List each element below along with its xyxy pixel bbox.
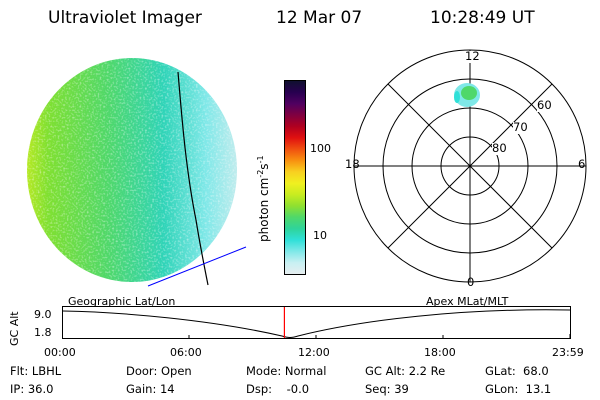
mlat-label-60: 60 [537, 98, 552, 112]
filter-readout: Flt: LBHL [10, 364, 62, 378]
timeline-y-label: GC Alt [8, 311, 21, 346]
timeline-right-title: Apex MLat/MLT [426, 295, 509, 308]
gain-readout: Gain: 14 [126, 382, 175, 396]
time-label: 10:28:49 UT [430, 8, 535, 28]
colorbar-tick-10: 10 [313, 229, 327, 242]
mlat-label-70: 70 [513, 120, 528, 134]
earth-disk-image [27, 58, 247, 287]
ip-readout: IP: 36.0 [10, 382, 54, 396]
colorbar [284, 80, 306, 275]
mlt-label-6: 6 [578, 157, 586, 171]
timeline-xtick-0600: 06:00 [170, 346, 202, 359]
date-label: 12 Mar 07 [276, 8, 363, 28]
seq-readout: Seq: 39 [365, 382, 409, 396]
colorbar-gradient [284, 80, 306, 275]
timeline-ticks [62, 334, 571, 339]
instrument-title: Ultraviolet Imager [48, 8, 202, 28]
timeline-xtick-1200: 12:00 [298, 346, 330, 359]
gc-alt-readout: GC Alt: 2.2 Re [365, 364, 446, 378]
altitude-curve [62, 309, 571, 338]
dsp-readout: Dsp: -0.0 [246, 382, 310, 396]
timeline-ytick-top: 9.0 [34, 308, 52, 321]
door-readout: Door: Open [126, 364, 192, 378]
colorbar-tick-100: 100 [310, 142, 331, 155]
timeline-left-title: Geographic Lat/Lon [68, 295, 176, 308]
glat-readout: GLat: 68.0 [485, 364, 549, 378]
mlt-label-12: 12 [464, 49, 481, 63]
timeline-xtick-0000: 00:00 [44, 346, 76, 359]
timeline-xtick-2359: 23:59 [552, 346, 584, 359]
disk-emission [27, 58, 237, 282]
polar-diagonal-2 [387, 83, 553, 249]
mode-readout: Mode: Normal [246, 364, 327, 378]
timeline-xtick-1800: 18:00 [424, 346, 456, 359]
orbit-track-line [147, 246, 247, 287]
timeline-ytick-bottom: 1.8 [34, 326, 52, 339]
colorbar-unit-label: photon cm-2s-1 [256, 155, 271, 242]
terminator-line [177, 71, 209, 286]
mlt-label-0: 0 [467, 275, 475, 289]
mlt-label-18: 18 [345, 157, 360, 171]
altitude-timeline-plot [62, 306, 571, 339]
polar-mlat-mlt-plot [353, 49, 587, 283]
mlat-label-80: 80 [492, 141, 507, 155]
polar-aurora-patch [454, 83, 480, 107]
glon-readout: GLon: 13.1 [485, 382, 552, 396]
